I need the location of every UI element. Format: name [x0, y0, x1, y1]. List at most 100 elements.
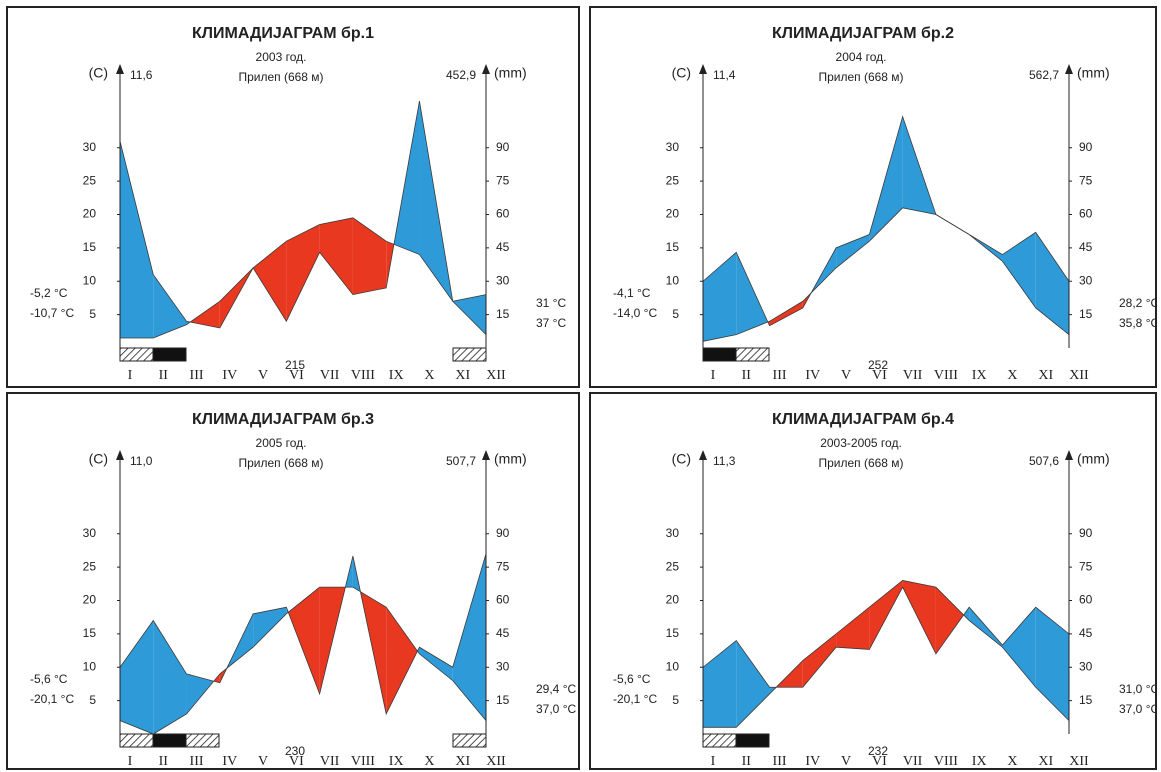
x-tick-label: XII: [486, 368, 506, 383]
x-tick-label: II: [742, 754, 752, 768]
bottom-annotation: 230: [285, 744, 305, 758]
x-tick-label: XI: [455, 754, 470, 768]
left-annotation: -5,6 °C: [613, 672, 651, 686]
x-tick-label: III: [773, 754, 787, 768]
y-tick-label: 30: [83, 140, 97, 154]
station: Прилеп (668 м): [238, 456, 323, 470]
x-tick-label: XII: [486, 754, 506, 768]
precipitation-line: [119, 100, 487, 329]
right-annotation: 29,4 °C: [536, 682, 576, 696]
x-tick-label: IX: [389, 754, 404, 768]
x-tick-label: I: [711, 368, 716, 383]
y-top-annotation: 11,4: [713, 68, 736, 82]
x-tick-label: XI: [455, 368, 470, 383]
bottom-annotation: 232: [868, 744, 888, 758]
chart-title: КЛИМАДИЈАГРАМ бр.3: [192, 411, 374, 428]
arid-area: [253, 241, 287, 322]
frost-strip: [702, 347, 770, 362]
y-tick-label: 15: [83, 626, 97, 640]
arrow: [699, 450, 707, 460]
humid-area: [153, 620, 187, 734]
x-tick-label: VI: [872, 368, 887, 383]
humid-area: [186, 673, 214, 714]
panel: 5 10 15 20 25 30 15 30 45 60 75 90 I II III IV V VI VII VII…: [589, 6, 1157, 388]
y-tick-label: 10: [83, 659, 97, 673]
arid-area: [902, 580, 936, 654]
x-tick-label: I: [128, 754, 133, 768]
y2-tick-label: 45: [1079, 240, 1093, 254]
humid-area: [1035, 607, 1069, 721]
left-annotation: -20,1 °C: [30, 692, 74, 706]
arid-area: [286, 224, 320, 322]
y-tick-label: 30: [666, 526, 680, 540]
temperature-line: [120, 217, 487, 339]
precipitation-line: [119, 553, 487, 716]
x-tick-label: VI: [289, 754, 304, 768]
y2-tick-label: 15: [1079, 693, 1093, 707]
right-annotation: 28,2 °C: [1119, 296, 1155, 310]
y2-top-annotation: 452,9: [446, 68, 476, 82]
arrow: [1065, 64, 1073, 74]
y2-tick-label: 60: [1079, 593, 1093, 607]
y2-label: (mm): [494, 65, 527, 81]
humid-area: [769, 687, 777, 694]
humid-area: [253, 607, 287, 648]
arrow: [699, 64, 707, 74]
humid-area: [153, 274, 187, 338]
y2-tick-label: 30: [496, 273, 510, 287]
right-annotation: 35,8 °C: [1119, 316, 1155, 330]
y2-tick-label: 30: [496, 659, 510, 673]
x-tick-label: VIII: [934, 754, 958, 768]
left-annotation: -5,2 °C: [30, 286, 68, 300]
y2-top-annotation: 562,7: [1029, 68, 1059, 82]
humid-area: [120, 141, 154, 338]
temperature-line: [703, 580, 1070, 728]
x-tick-label: II: [159, 368, 169, 383]
humid-area: [120, 620, 154, 734]
temperature-line: [119, 586, 487, 735]
humid-area: [1035, 232, 1069, 335]
right-annotation: 31,0 °C: [1119, 682, 1155, 696]
x-tick-label: VII: [320, 368, 340, 383]
panel: 5 10 15 20 25 30 15 30 45 60 75 90 I II III IV V VI VII VII…: [589, 392, 1157, 770]
y-tick-label: 15: [83, 240, 97, 254]
chart-title: КЛИМАДИЈАГРАМ бр.2: [772, 25, 954, 42]
x-tick-label: III: [190, 368, 204, 383]
y-tick-label: 5: [672, 693, 679, 707]
left-annotation: -5,6 °C: [30, 672, 68, 686]
chart-subtitle: 2005 год.: [256, 436, 307, 450]
right-annotation: 37,0 °C: [1119, 702, 1155, 716]
y2-label: (mm): [1077, 65, 1110, 81]
arrow: [116, 450, 124, 460]
y-top-annotation: 11,0: [130, 454, 153, 468]
y2-tick-label: 15: [1079, 307, 1093, 321]
y-top-annotation: 11,3: [713, 454, 736, 468]
x-tick-label: V: [841, 754, 851, 768]
y2-tick-label: 75: [1079, 559, 1093, 573]
left-annotation: -10,7 °C: [30, 306, 74, 320]
arrow: [482, 64, 490, 74]
x-tick-label: XII: [1069, 368, 1089, 383]
panel: 5 10 15 20 25 30 15 30 45 60 75 90 I II III IV V VI VII VII…: [6, 6, 580, 388]
y2-tick-label: 60: [1079, 207, 1093, 221]
frost-strip: [119, 347, 487, 362]
y2-label: (mm): [494, 451, 527, 467]
humid-area: [736, 252, 768, 335]
x-tick-label: XII: [1069, 754, 1089, 768]
y-tick-label: 10: [666, 659, 680, 673]
y-tick-label: 10: [666, 273, 680, 287]
humid-area: [736, 640, 770, 728]
right-annotation: 37,0 °C: [536, 702, 576, 716]
arrow: [482, 450, 490, 460]
y2-tick-label: 45: [1079, 626, 1093, 640]
y-tick-label: 25: [83, 559, 97, 573]
y-tick-label: 5: [89, 693, 96, 707]
x-tick-label: V: [841, 368, 851, 383]
arid-area: [802, 633, 837, 688]
station: Прилеп (668 м): [818, 70, 903, 84]
x-tick-label: III: [773, 368, 787, 383]
left-annotation: -14,0 °C: [613, 306, 657, 320]
y2-tick-label: 75: [1079, 173, 1093, 187]
bottom-annotation: 252: [868, 358, 888, 372]
